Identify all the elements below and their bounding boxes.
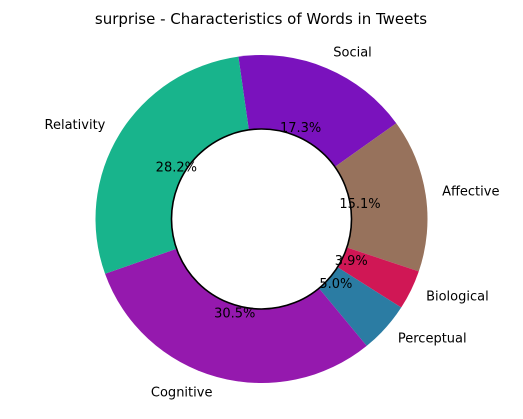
slice-percent-cognitive: 30.5%	[214, 306, 255, 321]
donut-hole	[170, 128, 353, 310]
slice-percent-perceptual: 5.0%	[319, 277, 352, 292]
slice-label-affective: Affective	[442, 185, 499, 200]
slice-label-cognitive: Cognitive	[151, 385, 213, 400]
slice-label-relativity: Relativity	[45, 118, 106, 133]
slice-percent-relativity: 28.2%	[156, 160, 197, 175]
slice-percent-social: 17.3%	[280, 121, 321, 136]
slice-label-biological: Biological	[426, 290, 489, 305]
slices-layer	[95, 54, 428, 383]
slice-percent-biological: 3.9%	[335, 254, 368, 269]
chart-title: surprise - Characteristics of Words in T…	[95, 10, 427, 28]
slice-label-perceptual: Perceptual	[398, 331, 467, 346]
slice-label-social: Social	[333, 46, 372, 61]
labels-layer: Social 17.3% Affective 15.1% Biological 3.9% P…	[45, 46, 500, 401]
slice-percent-affective: 15.1%	[339, 197, 380, 212]
